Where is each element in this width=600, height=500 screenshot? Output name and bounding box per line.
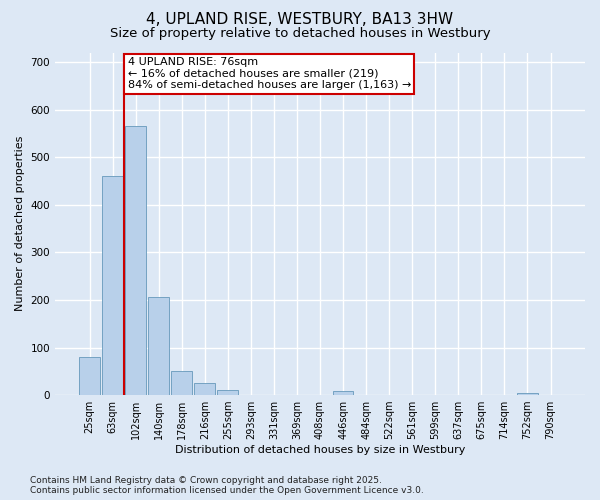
Bar: [517, 393, 538, 395]
Bar: [102, 176, 123, 395]
Bar: [148, 296, 169, 395]
Text: 4, UPLAND RISE, WESTBURY, BA13 3HW: 4, UPLAND RISE, WESTBURY, BA13 3HW: [146, 12, 454, 28]
Bar: [79, 357, 100, 395]
Bar: [125, 126, 146, 395]
Text: Size of property relative to detached houses in Westbury: Size of property relative to detached ho…: [110, 28, 490, 40]
Text: Contains HM Land Registry data © Crown copyright and database right 2025.
Contai: Contains HM Land Registry data © Crown c…: [30, 476, 424, 495]
Bar: [194, 383, 215, 395]
Bar: [217, 390, 238, 395]
Bar: [172, 372, 192, 395]
Y-axis label: Number of detached properties: Number of detached properties: [15, 136, 25, 312]
X-axis label: Distribution of detached houses by size in Westbury: Distribution of detached houses by size …: [175, 445, 465, 455]
Bar: [332, 392, 353, 395]
Text: 4 UPLAND RISE: 76sqm
← 16% of detached houses are smaller (219)
84% of semi-deta: 4 UPLAND RISE: 76sqm ← 16% of detached h…: [128, 58, 411, 90]
